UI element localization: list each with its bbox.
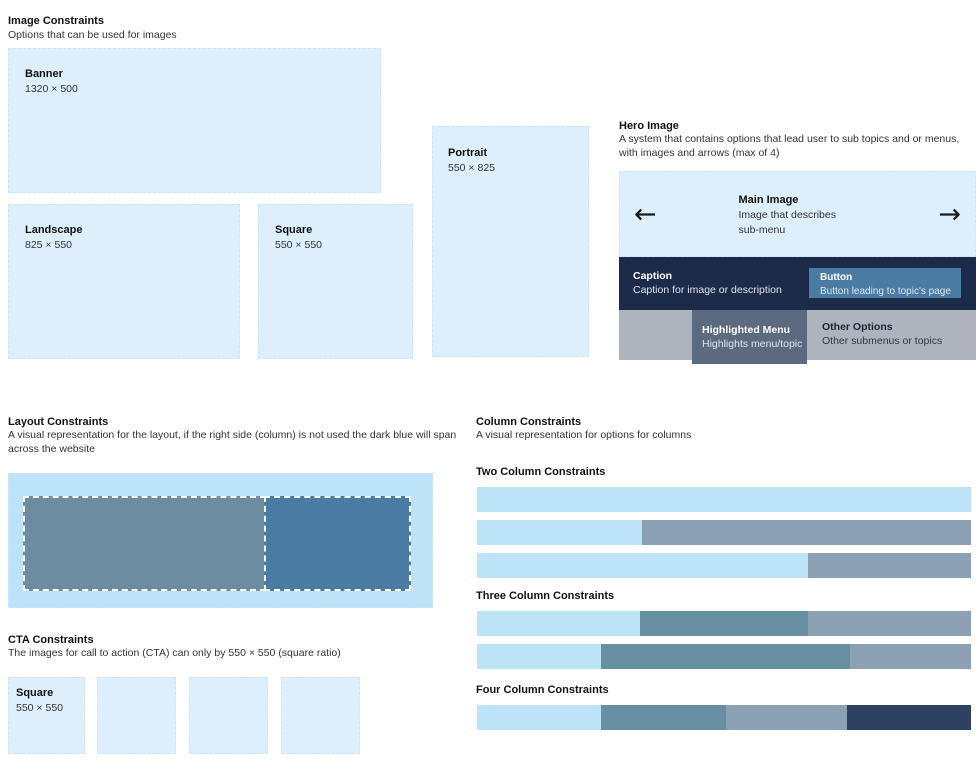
- other-options-description: Other submenus or topics: [822, 335, 943, 348]
- column-bar-segment: [477, 553, 808, 579]
- hero-button[interactable]: Button Button leading to topic's page: [809, 268, 961, 298]
- banner-box: Banner 1320 × 500: [8, 48, 381, 193]
- three-column-bars: [476, 610, 972, 671]
- column-bar-segment: [477, 611, 641, 637]
- main-image-label: Main Image: [738, 194, 799, 207]
- portrait-label: Portrait: [448, 147, 488, 159]
- caption-label: Caption: [633, 270, 673, 282]
- portrait-box: Portrait 550 × 825: [432, 126, 589, 357]
- layout-main-region: [23, 496, 266, 591]
- cta-square-size: 550 × 550: [16, 701, 64, 714]
- column-bar-segment: [477, 520, 643, 546]
- two-column-group: Two Column Constraints: [476, 466, 972, 585]
- hero-main-text: Main Image Image that describes sub-menu: [739, 190, 857, 237]
- column-bar: [476, 643, 972, 671]
- highlighted-menu-description: Highlights menu/topic: [702, 338, 803, 351]
- layout-dashed-row: [23, 496, 411, 591]
- landscape-size: 825 × 550: [25, 238, 73, 251]
- landscape-box: Landscape 825 × 550: [8, 204, 240, 359]
- hero-bottom-left-segment: [619, 310, 692, 360]
- image-constraints-subtitle: Options that can be used for images: [8, 29, 177, 41]
- column-constraints-title: Column Constraints: [476, 416, 582, 428]
- column-bar: [476, 552, 972, 580]
- button-description: Button leading to topic's page: [820, 285, 951, 297]
- left-arrow-icon[interactable]: ←: [634, 198, 657, 230]
- layout-constraints-description: A visual representation for the layout, …: [8, 429, 457, 455]
- hero-description: A system that contains options that lead…: [619, 133, 960, 159]
- column-bar-segment: [807, 611, 971, 637]
- landscape-label: Landscape: [25, 224, 83, 236]
- cta-square-box-4: [281, 677, 360, 754]
- column-bar: [476, 704, 972, 732]
- other-options-segment: Other Options Other submenus or topics: [807, 310, 976, 360]
- column-bar-segment: [600, 644, 850, 670]
- column-bar-segment: [726, 705, 848, 731]
- cta-constraints-description: The images for call to action (CTA) can …: [8, 647, 341, 659]
- column-bar-segment: [807, 553, 971, 579]
- column-bar-segment: [847, 705, 971, 731]
- hero-diagram: ← Main Image Image that describes sub-me…: [619, 171, 976, 364]
- cta-square-box-2: [97, 677, 176, 754]
- highlighted-menu-label: Highlighted Menu: [702, 324, 791, 336]
- highlighted-menu-segment: Highlighted Menu Highlights menu/topic: [692, 310, 807, 364]
- column-bar-segment: [640, 611, 808, 637]
- column-bar-segment: [600, 705, 727, 731]
- column-bar-segment: [477, 705, 601, 731]
- cta-square-box-1: Square 550 × 550: [8, 677, 85, 754]
- four-column-group: Four Column Constraints: [476, 684, 972, 737]
- cta-square-label: Square: [16, 687, 54, 699]
- cta-square-box-3: [189, 677, 268, 754]
- four-column-label: Four Column Constraints: [476, 684, 609, 696]
- hero-title: Hero Image: [619, 120, 679, 132]
- layout-constraints-title: Layout Constraints: [8, 416, 109, 428]
- layout-diagram: [8, 473, 433, 608]
- banner-size: 1320 × 500: [25, 82, 78, 95]
- column-constraints-subtitle: A visual representation for options for …: [476, 429, 692, 441]
- square-label: Square: [275, 224, 313, 236]
- other-options-label: Other Options: [822, 321, 893, 333]
- four-column-bars: [476, 704, 972, 732]
- caption-description: Caption for image or description: [633, 284, 782, 297]
- column-bar-segment: [849, 644, 971, 670]
- three-column-group: Three Column Constraints: [476, 590, 972, 676]
- button-label: Button: [820, 272, 853, 283]
- column-bar: [476, 610, 972, 638]
- three-column-label: Three Column Constraints: [476, 590, 615, 602]
- hero-caption-area: Caption Caption for image or description…: [619, 257, 976, 310]
- banner-label: Banner: [25, 68, 63, 80]
- square-box: Square 550 × 550: [258, 204, 413, 359]
- right-arrow-icon[interactable]: →: [938, 198, 961, 230]
- portrait-size: 550 × 825: [448, 161, 496, 174]
- column-bar: [476, 519, 972, 547]
- main-image-description: Image that describes sub-menu: [738, 209, 836, 236]
- column-bar: [476, 486, 972, 514]
- column-bar-segment: [477, 644, 601, 670]
- hero-main-image-area: ← Main Image Image that describes sub-me…: [619, 171, 976, 257]
- two-column-bars: [476, 486, 972, 580]
- image-constraints-title: Image Constraints: [8, 15, 104, 27]
- hero-bottom-row: Highlighted Menu Highlights menu/topic O…: [619, 310, 976, 364]
- cta-constraints-title: CTA Constraints: [8, 634, 94, 646]
- column-bar-segment: [477, 487, 971, 513]
- two-column-label: Two Column Constraints: [476, 466, 606, 478]
- layout-column-region: [264, 496, 411, 591]
- column-bar-segment: [642, 520, 971, 546]
- square-size: 550 × 550: [275, 238, 323, 251]
